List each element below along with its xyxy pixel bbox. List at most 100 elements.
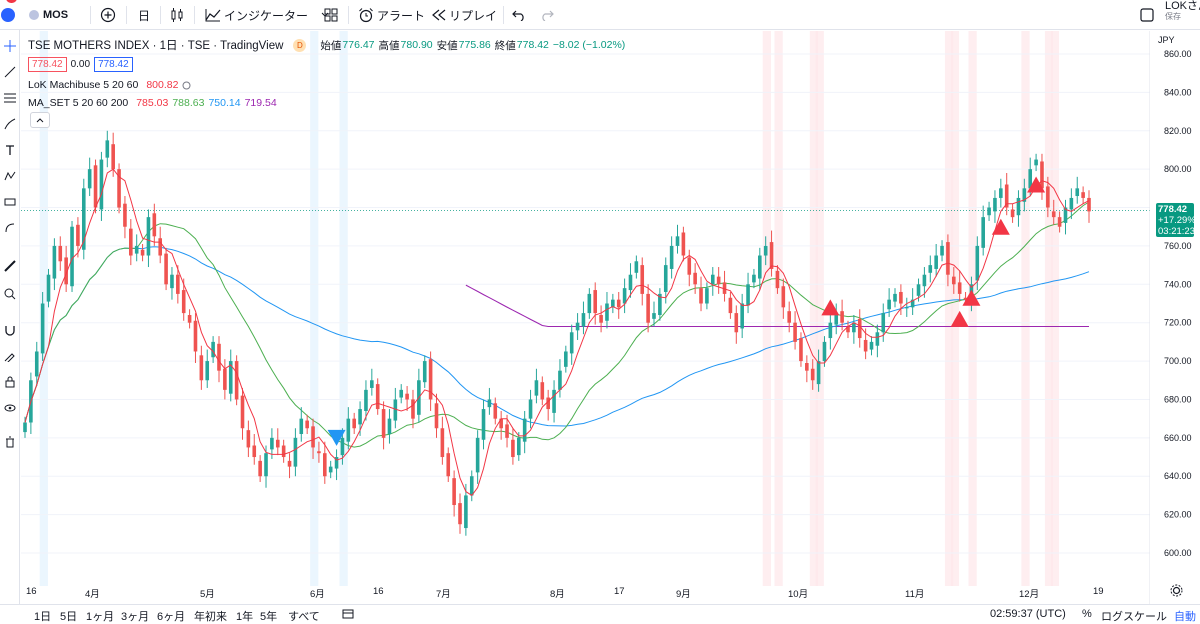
ma5-value: 785.03	[136, 97, 169, 109]
candle-body	[270, 437, 274, 450]
candle-body	[205, 361, 210, 381]
magnet-tool[interactable]	[2, 322, 18, 338]
candle-body	[993, 197, 997, 212]
redo-button[interactable]	[540, 0, 554, 30]
zoom-tool[interactable]	[2, 286, 18, 302]
candle-body	[975, 245, 980, 281]
countdown: 03:21:23	[1158, 226, 1195, 237]
collapse-legend-button[interactable]	[30, 112, 50, 128]
candle-body	[452, 478, 456, 506]
candle-body	[763, 245, 768, 256]
candle-body	[963, 297, 968, 300]
square-icon	[1140, 8, 1154, 22]
candle-body	[40, 303, 45, 354]
user-menu[interactable]: LOKさん 保存	[1165, 0, 1200, 25]
prediction-tool[interactable]	[2, 194, 18, 210]
indicator1-legend[interactable]: LoK Machibuse 5 20 60 800.82	[28, 79, 191, 91]
range-button[interactable]: 6ヶ月	[157, 611, 186, 623]
notification-badge[interactable]: 11	[6, 0, 18, 5]
candle-body	[469, 476, 474, 496]
range-button[interactable]: 5年	[260, 611, 278, 623]
templates-button[interactable]	[324, 0, 338, 30]
zoom-icon	[4, 288, 16, 300]
ruler-tool[interactable]	[2, 258, 18, 274]
calendar-icon	[342, 609, 354, 619]
candle-body	[799, 338, 803, 362]
candle-body	[387, 418, 392, 435]
shapes-icon	[5, 223, 15, 233]
range-button[interactable]: すべて	[288, 611, 320, 623]
symbol-label: MOS	[43, 9, 69, 21]
candle-body	[940, 245, 944, 256]
candle-body	[323, 453, 327, 477]
utc-clock[interactable]: 02:59:37 (UTC)	[990, 608, 1066, 620]
range-button[interactable]: 1日	[34, 611, 52, 623]
text-tool[interactable]	[2, 142, 18, 158]
indicator2-legend[interactable]: MA_SET 5 20 60 200 785.03 788.63 750.14 …	[28, 97, 277, 109]
lock-tool[interactable]	[2, 374, 18, 390]
symbol-search[interactable]: MOS	[28, 0, 68, 30]
pattern-tool[interactable]	[2, 168, 18, 184]
candle-body	[534, 380, 539, 396]
candle-body	[293, 437, 298, 467]
fib-tool[interactable]	[2, 90, 18, 106]
interval-button[interactable]: 日	[138, 0, 150, 30]
layout-checkbox[interactable]	[1140, 0, 1154, 30]
undo-icon	[512, 10, 524, 21]
signal-band	[774, 31, 783, 586]
candle-body	[1051, 211, 1056, 218]
candle-body	[887, 299, 891, 310]
last-price-tag: 778.42 +17.29% 03:21:23	[1156, 203, 1196, 237]
chart-settings-button[interactable]	[1170, 584, 1183, 602]
candle-body	[558, 370, 562, 390]
price-axis[interactable]: JPY 860.00840.00820.00800.00780.00760.00…	[1150, 31, 1200, 604]
candle-body	[499, 418, 503, 429]
log-scale-toggle[interactable]: ログスケール	[1101, 611, 1167, 623]
candle-body	[852, 322, 856, 333]
candle-body	[793, 322, 797, 342]
candle-body	[1081, 192, 1085, 198]
alarm-clock-icon	[359, 8, 373, 23]
candle-body	[746, 284, 750, 306]
candle-body	[863, 339, 868, 352]
signal-band	[1021, 31, 1030, 586]
candle-body	[223, 368, 227, 390]
range-button[interactable]: 3ヶ月	[121, 611, 150, 623]
candle-body	[834, 313, 839, 325]
shapes-tool[interactable]	[2, 220, 18, 236]
range-button[interactable]: 1年	[236, 611, 254, 623]
alert-button[interactable]: アラート	[358, 0, 425, 30]
visibility-tool[interactable]	[2, 400, 18, 416]
candle-body	[399, 389, 404, 398]
candle-body	[428, 359, 433, 400]
price-chart[interactable]	[21, 31, 1150, 604]
candle-body	[699, 288, 703, 304]
compare-button[interactable]	[100, 0, 116, 30]
lock-drawing-tool[interactable]	[2, 348, 18, 364]
range-button[interactable]: 年初来	[194, 611, 227, 623]
trendline-tool[interactable]	[2, 64, 18, 80]
indicators-button[interactable]: インジケーター	[205, 0, 330, 30]
candle-body	[1028, 169, 1033, 189]
ask-box[interactable]: 778.42	[94, 57, 133, 72]
close-value: 778.42	[516, 39, 549, 51]
price-tick: 700.00	[1164, 356, 1192, 366]
chart-type-button[interactable]	[170, 0, 184, 30]
candle-body	[752, 274, 756, 283]
replay-button[interactable]: リプレイ	[432, 0, 497, 30]
percent-toggle[interactable]: %	[1082, 608, 1092, 620]
date-range-button[interactable]	[342, 608, 354, 622]
candle-body	[687, 257, 692, 275]
range-button[interactable]: 1ヶ月	[86, 611, 115, 623]
app-logo[interactable]	[0, 0, 16, 30]
candle-body	[458, 503, 462, 525]
spread-value: 0.00	[70, 59, 91, 70]
auto-scale-toggle[interactable]: 自動	[1174, 611, 1196, 623]
delete-tool[interactable]	[2, 434, 18, 450]
range-button[interactable]: 5日	[60, 611, 78, 623]
bid-box[interactable]: 778.42	[28, 57, 67, 72]
symbol-logo-icon	[29, 10, 39, 20]
crosshair-tool[interactable]	[2, 38, 18, 54]
undo-button[interactable]	[512, 0, 526, 30]
brush-tool[interactable]	[2, 116, 18, 132]
